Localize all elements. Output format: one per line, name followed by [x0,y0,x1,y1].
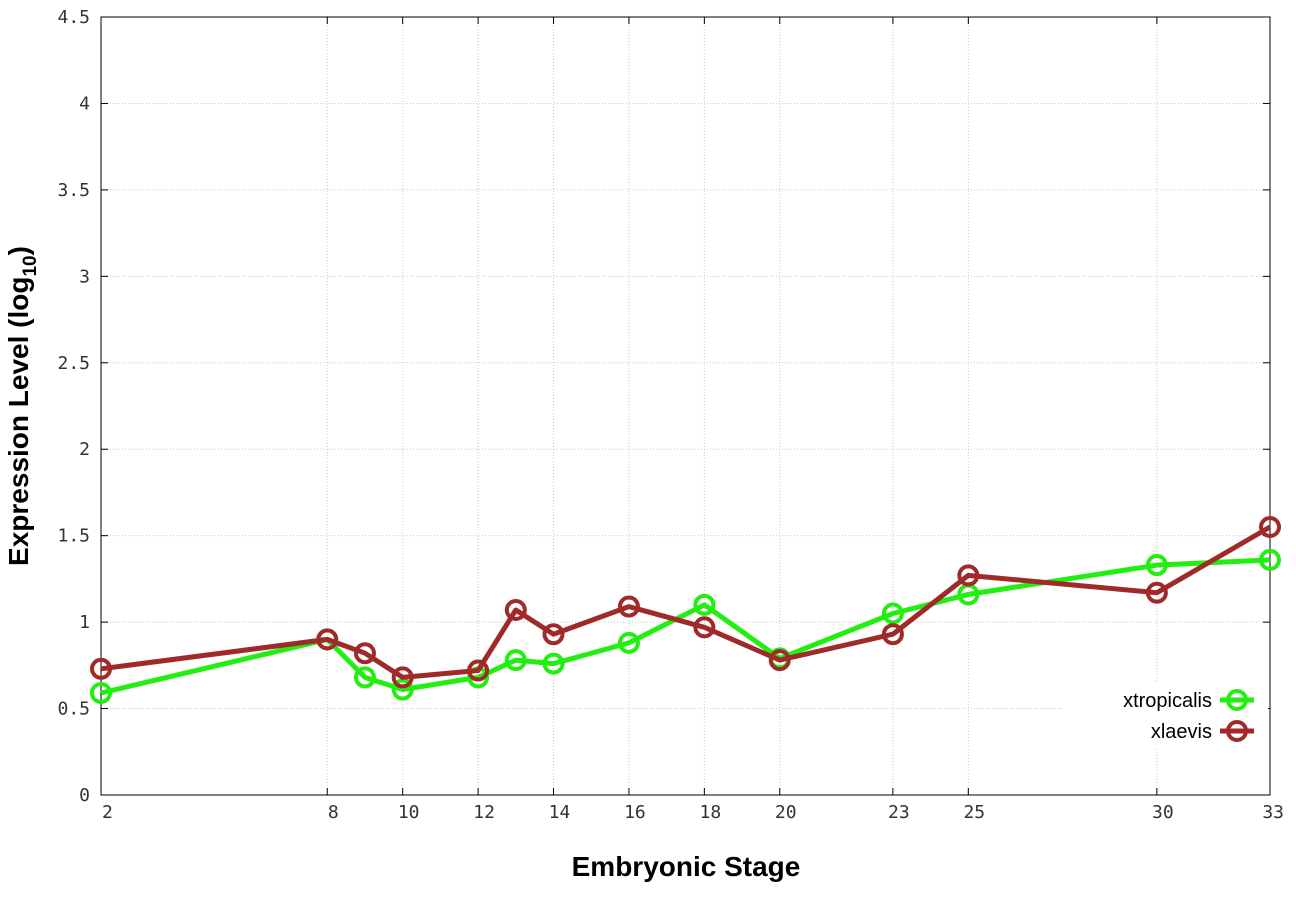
data-point [617,595,640,618]
legend-marker [1226,720,1248,742]
y-tick-label: 4 [79,93,90,114]
y-tick-label: 3 [79,266,90,287]
data-point [768,649,791,672]
data-point [693,616,716,639]
data-point [391,666,414,689]
x-tick-label: 8 [328,802,339,823]
series-group [90,516,1281,704]
legend: xtropicalis xlaevis [1062,682,1268,748]
data-point [542,652,565,675]
y-tick-label: 0.5 [57,699,90,720]
y-tick-label: 0 [79,785,90,806]
y-tick-label: 4.5 [57,7,90,28]
data-point [504,649,527,672]
data-point [90,681,112,704]
axis-ticks: 0 0.5 1 1.5 2 2.5 3 3.5 4 4.5 2 8 10 12 14 16 18 20 23 25 30… [57,7,1284,823]
data-point [881,602,904,625]
y-tick-label: 2.5 [57,353,90,374]
data-point [391,678,414,701]
data-point [316,628,339,651]
legend-label: xlaevis [1151,721,1212,743]
data-point [467,659,490,682]
y-axis-title-main: Expression Level (log [3,277,34,566]
x-axis-title: Embryonic Stage [572,851,801,882]
y-axis-title: Expression Level (log10) [3,246,41,566]
data-point [353,642,376,665]
x-tick-label: 25 [963,802,985,823]
data-point [90,657,112,680]
x-tick-label: 2 [102,802,113,823]
data-point [353,666,376,689]
legend-label: xtropicalis [1123,690,1212,712]
data-point [504,599,527,622]
x-tick-label: 10 [398,802,420,823]
series-line [100,524,1272,680]
data-point [881,623,904,646]
x-tick-label: 33 [1262,802,1284,823]
plot-frame [100,16,1271,796]
grid-lines [101,17,1270,795]
legend-marker [1226,689,1248,711]
x-tick-label: 16 [624,802,646,823]
data-point [957,564,980,587]
x-tick-label: 30 [1152,802,1174,823]
x-tick-label: 14 [549,802,571,823]
series-xtropicalis [90,548,1281,704]
data-point [542,623,565,646]
series-xlaevis [90,516,1281,689]
data-point [1259,516,1281,539]
data-point [1145,581,1168,604]
x-tick-label: 18 [700,802,722,823]
y-axis-title-close: ) [3,246,34,255]
data-point [693,593,716,616]
x-tick-label: 20 [775,802,797,823]
x-tick-label: 12 [473,802,495,823]
y-tick-label: 3.5 [57,180,90,201]
x-tick-label: 23 [888,802,910,823]
y-tick-label: 1.5 [57,526,90,547]
y-tick-label: 1 [79,612,90,633]
y-tick-label: 2 [79,439,90,460]
series-line [100,557,1271,696]
y-axis-title-subscript: 10 [20,255,41,276]
data-point [617,631,640,654]
data-point [1259,548,1281,571]
data-point [1145,554,1168,577]
